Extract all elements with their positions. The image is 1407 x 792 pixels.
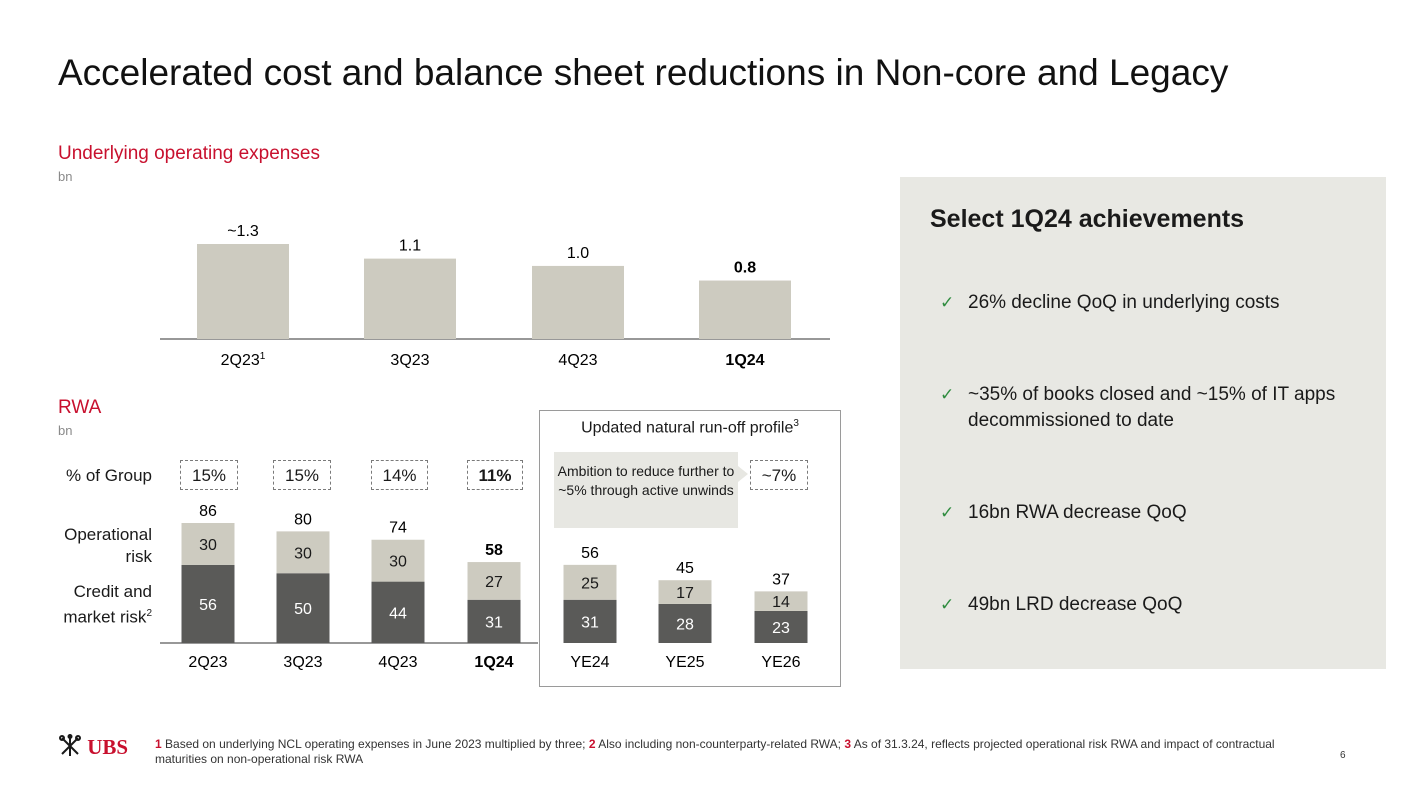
check-icon: ✓: [940, 293, 955, 312]
pct-box-target: ~7%: [750, 460, 808, 490]
tick-label: 2Q23: [188, 654, 227, 671]
total-label: 58: [485, 542, 503, 559]
data-label: 1.1: [399, 238, 421, 255]
achievements-panel: [900, 177, 1386, 669]
runoff-title: Updated natural run-off profile3: [581, 418, 799, 437]
check-icon: ✓: [940, 503, 955, 522]
tick-label: YE26: [761, 654, 800, 671]
tick-label: 4Q23: [558, 352, 597, 369]
total-label: 37: [772, 571, 790, 588]
achievement-item: ✓ 16bn RWA decrease QoQ: [940, 500, 1360, 530]
segment-label: 25: [581, 575, 599, 592]
opex-chart: ~1.3 2Q231 1.1 3Q23 1.0 4Q23 0.8 1Q24: [160, 223, 830, 369]
bar-2q23: [197, 244, 289, 339]
page-number: 6: [1340, 750, 1346, 761]
bar-credit-market-3q23: [276, 573, 330, 643]
rwa-title: RWA: [58, 397, 102, 418]
credit-market-risk-label: Credit and market risk2: [63, 582, 152, 627]
bar-credit-market-ye24: [563, 599, 617, 643]
pct-box-2q23: 15%: [180, 460, 238, 490]
tick-label: YE24: [570, 654, 609, 671]
bar-4q23: [532, 265, 624, 339]
bar-operational-3q23: [276, 531, 330, 574]
bar-operational-2q23: [181, 523, 235, 565]
achievement-item: ✓ 26% decline QoQ in underlying costs: [940, 290, 1360, 320]
rwa-chart: 56 30 86 2Q23 50 30 80 3Q23 44 30 74 4Q23 31 27 58 1Q24…: [160, 503, 808, 671]
total-label: 80: [294, 511, 312, 528]
pct-of-group-label: % of Group: [66, 466, 152, 485]
segment-label: 31: [581, 614, 599, 631]
achievements-title: Select 1Q24 achievements: [930, 205, 1245, 233]
tick-label: 2Q231: [221, 351, 266, 369]
pct-box-1q24: 11%: [467, 460, 523, 490]
segment-label: 44: [389, 605, 407, 622]
ubs-logo: UBS: [58, 734, 128, 760]
bar-operational-1q24: [467, 562, 521, 600]
ambition-callout: Ambition to reduce further to ~5% throug…: [554, 452, 748, 528]
bar-1q24: [699, 280, 791, 339]
bar-credit-market-4q23: [371, 581, 425, 643]
bar-credit-market-ye25: [658, 603, 712, 643]
operational-risk-label: Operational risk: [64, 525, 152, 566]
segment-label: 27: [485, 574, 503, 591]
footnotes: 1 Based on underlying NCL operating expe…: [155, 737, 1275, 766]
page-title: Accelerated cost and balance sheet reduc…: [58, 52, 1229, 93]
bar-operational-4q23: [371, 539, 425, 582]
data-label: 0.8: [734, 260, 756, 277]
keys-icon: [59, 734, 81, 756]
segment-label: 23: [772, 620, 790, 637]
bar-3q23: [364, 258, 456, 339]
segment-label: 28: [676, 616, 694, 633]
achievement-item: ✓ 49bn LRD decrease QoQ: [940, 592, 1360, 622]
segment-label: 31: [485, 614, 503, 631]
tick-label: 1Q24: [474, 654, 513, 671]
bar-operational-ye24: [563, 564, 617, 600]
total-label: 74: [389, 520, 407, 537]
segment-label: 30: [389, 554, 407, 571]
segment-label: 17: [676, 585, 694, 602]
opex-title: Underlying operating expenses: [58, 143, 320, 164]
bar-credit-market-ye26: [754, 610, 808, 643]
check-icon: ✓: [940, 595, 955, 614]
opex-unit: bn: [58, 169, 73, 184]
pct-box-4q23: 14%: [371, 460, 428, 490]
segment-label: 30: [199, 537, 217, 554]
tick-label: 3Q23: [390, 352, 429, 369]
bar-operational-ye26: [754, 591, 808, 611]
tick-label: 4Q23: [378, 654, 417, 671]
pct-box-3q23: 15%: [273, 460, 331, 490]
rwa-unit: bn: [58, 423, 73, 438]
data-label: 1.0: [567, 245, 589, 262]
tick-label: 1Q24: [725, 352, 764, 369]
bar-operational-ye25: [658, 580, 712, 604]
runoff-box: [539, 410, 841, 687]
bar-credit-market-1q24: [467, 599, 521, 643]
bar-credit-market-2q23: [181, 564, 235, 643]
total-label: 86: [199, 503, 217, 520]
check-icon: ✓: [940, 385, 955, 404]
data-label: ~1.3: [227, 223, 259, 240]
segment-label: 50: [294, 601, 312, 618]
tick-label: YE25: [665, 654, 704, 671]
total-label: 56: [581, 545, 599, 562]
segment-label: 56: [199, 597, 217, 614]
segment-label: 30: [294, 545, 312, 562]
segment-label: 14: [772, 594, 790, 611]
tick-label: 3Q23: [283, 654, 322, 671]
total-label: 45: [676, 560, 694, 577]
achievement-item: ✓ ~35% of books closed and ~15% of IT ap…: [940, 384, 1336, 431]
